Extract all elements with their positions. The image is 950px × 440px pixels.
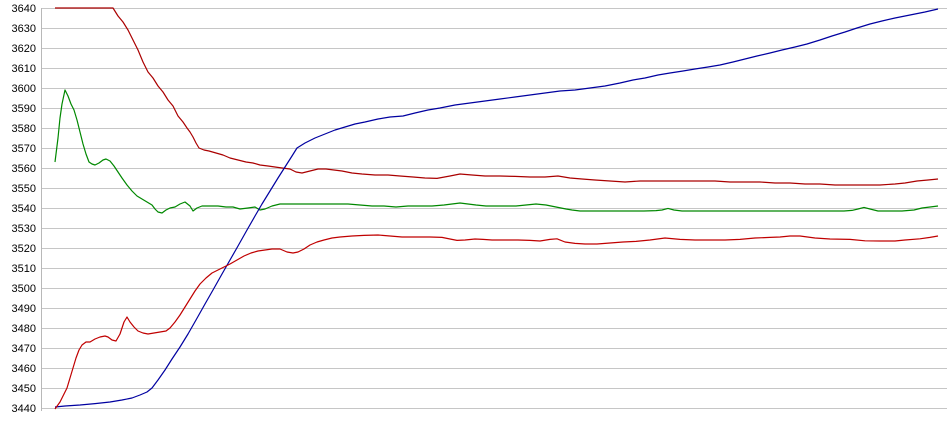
- y-axis-tick-label: 3460: [12, 363, 36, 375]
- y-axis-tick-label: 3440: [12, 403, 36, 415]
- y-axis-tick-label: 3640: [12, 3, 36, 15]
- y-axis-tick-label: 3630: [12, 23, 36, 35]
- y-axis-tick-label: 3600: [12, 83, 36, 95]
- y-axis-tick-label: 3620: [12, 43, 36, 55]
- series-green-mid-line: [54, 89, 939, 214]
- series-lower-red-line: [54, 234, 939, 410]
- y-axis-tick-label: 3560: [12, 163, 36, 175]
- y-axis-tick-label: 3470: [12, 343, 36, 355]
- series-blue-rising-line: [54, 8, 939, 408]
- series-upper-dark-red-line: [55, 7, 939, 186]
- y-axis-tick-label: 3450: [12, 383, 36, 395]
- y-axis-tick-label: 3530: [12, 223, 36, 235]
- y-axis-tick-label: 3520: [12, 243, 36, 255]
- y-axis-tick-label: 3570: [12, 143, 36, 155]
- y-axis-tick-label: 3490: [12, 303, 36, 315]
- y-axis-tick-label: 3480: [12, 323, 36, 335]
- y-axis-tick-label: 3610: [12, 63, 36, 75]
- y-axis-tick-label: 3590: [12, 103, 36, 115]
- y-axis-tick-label: 3510: [12, 263, 36, 275]
- y-axis-tick-label: 3550: [12, 183, 36, 195]
- y-axis-tick-label: 3500: [12, 283, 36, 295]
- y-axis-tick-label: 3540: [12, 203, 36, 215]
- y-axis-tick-label: 3580: [12, 123, 36, 135]
